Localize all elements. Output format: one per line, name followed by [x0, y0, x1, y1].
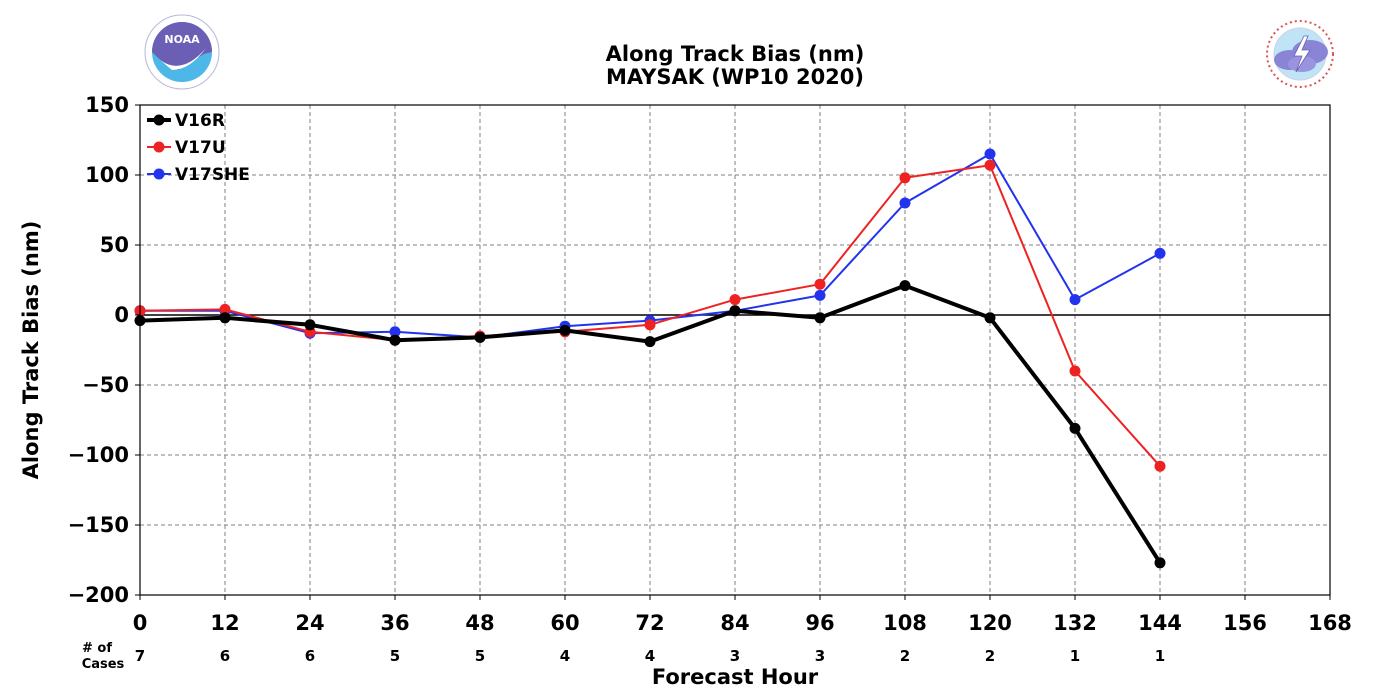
y-tick-label: 0 [114, 303, 129, 327]
data-point [389, 326, 401, 338]
data-point [899, 280, 911, 292]
case-count: 1 [1155, 647, 1165, 665]
case-count: 4 [560, 647, 570, 665]
legend-label: V17U [175, 138, 226, 158]
data-point [984, 159, 996, 171]
legend-item-v16r: V16R [147, 111, 225, 131]
case-count: 5 [475, 647, 485, 665]
data-point [984, 312, 996, 324]
x-tick-label: 156 [1223, 611, 1267, 635]
x-tick-label: 120 [968, 611, 1012, 635]
x-tick-label: 144 [1138, 611, 1182, 635]
chart-title: Along Track Bias (nm) [606, 42, 865, 66]
grid-lines [140, 105, 1330, 595]
data-point [814, 312, 826, 324]
x-tick-label: 96 [805, 611, 834, 635]
legend-label: V17SHE [175, 165, 250, 185]
case-count: 6 [220, 647, 230, 665]
legend: V16R V17U V17SHE [147, 111, 250, 185]
data-point [474, 331, 486, 343]
case-count: 3 [815, 647, 825, 665]
data-point [644, 336, 656, 348]
legend-swatch-marker [153, 168, 165, 180]
data-point [219, 312, 231, 324]
y-tick-label: −200 [68, 583, 129, 607]
chart-subtitle: MAYSAK (WP10 2020) [606, 65, 864, 89]
legend-swatch-marker [153, 114, 165, 126]
data-point [814, 278, 826, 290]
case-count: 1 [1070, 647, 1080, 665]
case-count: 2 [985, 647, 995, 665]
y-tick-label: 50 [100, 233, 129, 257]
legend-item-v17u: V17U [147, 138, 226, 158]
data-point [729, 305, 741, 317]
data-point [729, 294, 741, 306]
noaa-logo: NOAA [144, 14, 220, 90]
y-tick-label: −150 [68, 513, 129, 537]
x-tick-label: 72 [635, 611, 664, 635]
y-tick-labels: 150 100 50 0 −50 −100 −150 −200 [68, 93, 140, 607]
data-point [559, 324, 571, 336]
cases-header-line1: # of [82, 641, 112, 656]
noaa-logo-text: NOAA [164, 33, 200, 46]
y-tick-label: −50 [82, 373, 129, 397]
x-tick-label: 60 [550, 611, 579, 635]
case-counts: 7 6 6 5 5 4 4 3 3 2 2 1 1 [135, 647, 1165, 665]
legend-label: V16R [175, 111, 225, 131]
y-tick-label: 100 [85, 163, 129, 187]
case-count: 7 [135, 647, 145, 665]
legend-item-v17she: V17SHE [147, 165, 250, 185]
data-point [899, 172, 911, 184]
data-point [1154, 557, 1166, 569]
data-point [304, 319, 316, 331]
x-tick-label: 48 [465, 611, 494, 635]
x-tick-label: 0 [133, 611, 148, 635]
data-point [219, 303, 231, 315]
x-tick-label: 12 [210, 611, 239, 635]
x-axis-label: Forecast Hour [652, 665, 819, 689]
data-point [984, 148, 996, 160]
y-tick-label: −100 [68, 443, 129, 467]
data-point [814, 289, 826, 301]
data-point [1069, 422, 1081, 434]
case-count: 2 [900, 647, 910, 665]
y-tick-label: 150 [85, 93, 129, 117]
data-point [389, 334, 401, 346]
case-count: 5 [390, 647, 400, 665]
case-count: 6 [305, 647, 315, 665]
data-point [1154, 460, 1166, 472]
nws-logo [1263, 17, 1337, 91]
data-point [1154, 247, 1166, 259]
series-layer [134, 148, 1166, 569]
y-axis-label: Along Track Bias (nm) [19, 221, 43, 480]
x-tick-labels: 0 12 24 36 48 60 72 84 96 108 120 132 144 156 168 [133, 595, 1352, 635]
cases-header-line2: Cases [82, 657, 125, 672]
x-tick-label: 24 [295, 611, 324, 635]
x-tick-label: 36 [380, 611, 409, 635]
x-tick-label: 168 [1308, 611, 1352, 635]
data-point [899, 197, 911, 209]
series-v16r [134, 280, 1166, 569]
x-tick-label: 84 [720, 611, 749, 635]
data-point [1069, 365, 1081, 377]
case-count: 4 [645, 647, 655, 665]
x-tick-label: 108 [883, 611, 927, 635]
x-tick-label: 132 [1053, 611, 1097, 635]
data-point [1069, 294, 1081, 306]
case-count: 3 [730, 647, 740, 665]
legend-swatch-marker [153, 141, 165, 153]
data-point [644, 319, 656, 331]
